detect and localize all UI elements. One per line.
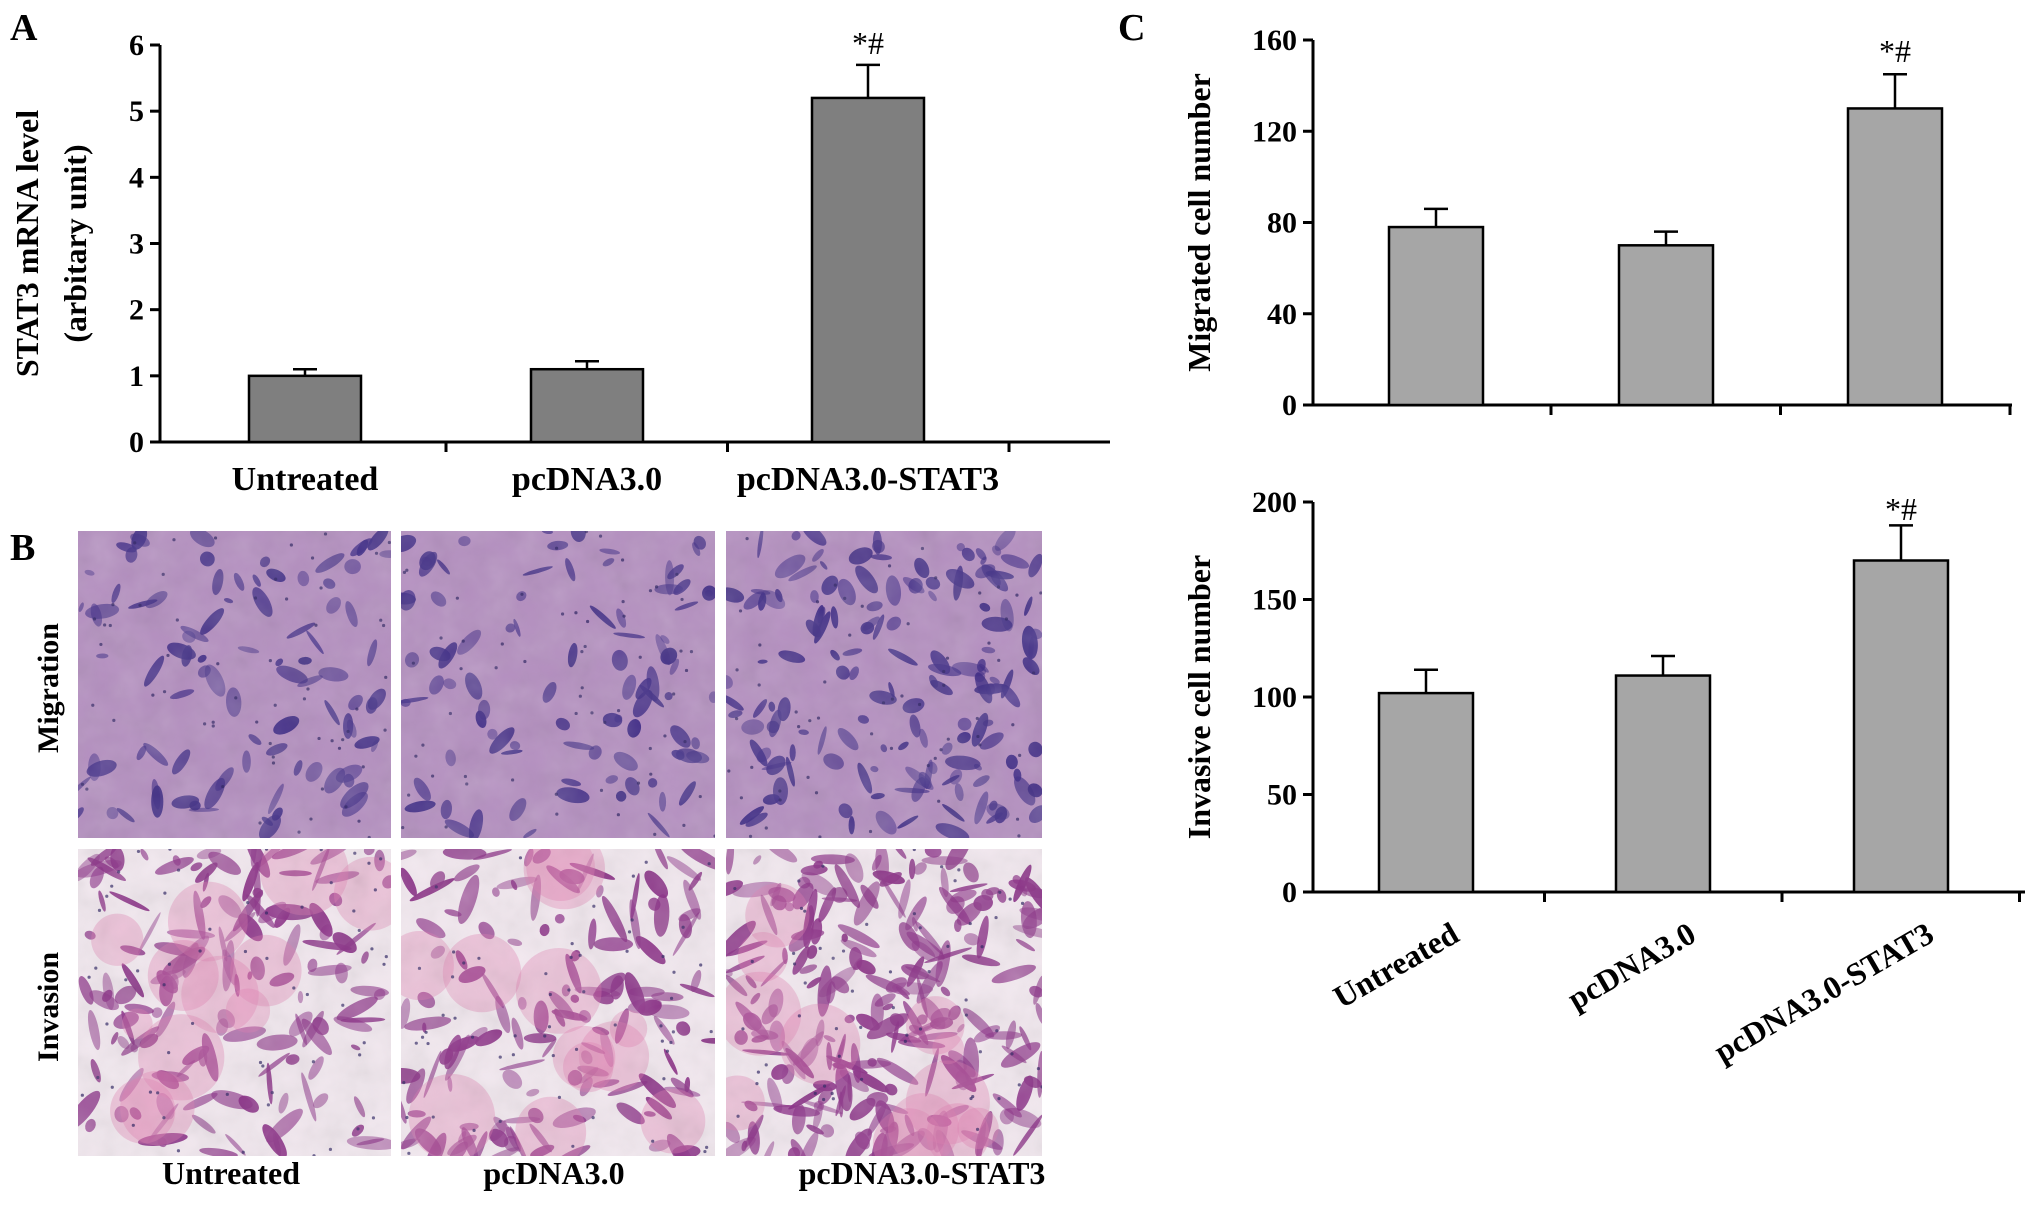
panel-letter-c: C xyxy=(1118,7,1145,49)
column-label-pcdna3: pcDNA3.0 xyxy=(483,1155,624,1191)
panel-letter-b: B xyxy=(10,527,35,569)
micrograph-migration-1 xyxy=(401,531,715,838)
chart-stat3-mrna: 0 1 2 3 4 5 6 STAT3 mRNA level (arbitary unit) Un… xyxy=(9,25,1110,498)
y-tick-label: 150 xyxy=(1252,584,1297,617)
y-tick-label: 0 xyxy=(129,426,144,459)
y-tick-label: 120 xyxy=(1252,115,1297,148)
panel-letter-a: A xyxy=(10,7,38,49)
y-tick-label: 50 xyxy=(1267,779,1297,812)
micrograph-migration-0 xyxy=(78,531,391,838)
micrograph-texture xyxy=(78,849,391,1156)
y-axis-title: Migrated cell number xyxy=(1181,73,1217,372)
micrograph-invasion-2 xyxy=(726,849,1042,1156)
row-label-invasion: Invasion xyxy=(32,952,65,1062)
micrograph-migration-2 xyxy=(726,531,1042,838)
category-label: Untreated xyxy=(1327,915,1465,1015)
bar xyxy=(1852,559,1950,894)
y-tick-label: 160 xyxy=(1252,24,1297,57)
y-axis-title: STAT3 mRNA level xyxy=(9,110,45,377)
y-tick-label: 80 xyxy=(1267,207,1297,240)
y-tick-label: 5 xyxy=(129,95,144,128)
category-label: pcDNA3.0-STAT3 xyxy=(1708,915,1940,1070)
micrograph-texture xyxy=(401,531,715,838)
y-tick-label: 40 xyxy=(1267,298,1297,331)
y-tick-label: 0 xyxy=(1282,876,1297,909)
micrograph-invasion-0 xyxy=(78,849,391,1156)
category-label: pcDNA3.0 xyxy=(512,461,662,498)
category-label: Untreated xyxy=(232,461,379,498)
bar xyxy=(1377,691,1475,894)
bar xyxy=(1846,107,1944,407)
y-tick-label: 2 xyxy=(129,294,144,327)
row-label-migration: Migration xyxy=(32,623,65,753)
category-label: pcDNA3.0 xyxy=(1561,915,1701,1017)
bar xyxy=(1617,244,1715,407)
significance-marker: *# xyxy=(1879,33,1911,69)
y-tick-label: 3 xyxy=(129,228,144,261)
y-tick-label: 0 xyxy=(1282,389,1297,422)
significance-marker: *# xyxy=(1885,491,1917,527)
micrograph-texture xyxy=(726,531,1042,838)
y-tick-label: 1 xyxy=(129,360,144,393)
chart-migrated-cells: 0 40 80 120 160 Migrated cell number *# xyxy=(1181,24,2012,422)
y-axis-title: Invasive cell number xyxy=(1181,555,1217,839)
y-tick-label: 200 xyxy=(1252,486,1297,519)
micrograph-texture xyxy=(78,531,391,838)
bar xyxy=(1614,674,1712,894)
y-axis-subtitle: (arbitary unit) xyxy=(57,144,93,342)
bar xyxy=(1387,225,1485,407)
bar xyxy=(529,367,645,444)
y-tick-label: 4 xyxy=(129,161,144,194)
y-tick-label: 100 xyxy=(1252,681,1297,714)
micrograph-texture xyxy=(726,849,1042,1156)
category-label: pcDNA3.0-STAT3 xyxy=(737,461,999,498)
chart-invasive-cells: 0 50 100 150 200 Invasive cell number Untreate… xyxy=(1181,486,2025,1069)
significance-marker: *# xyxy=(852,25,884,61)
column-label-untreated: Untreated xyxy=(162,1155,300,1191)
column-label-pcdna3-stat3: pcDNA3.0-STAT3 xyxy=(799,1155,1046,1191)
micrograph-grid: Migration Invasion Untreated pcDNA3.0 pc… xyxy=(32,531,1046,1191)
y-tick-label: 6 xyxy=(129,29,144,62)
micrograph-invasion-1 xyxy=(401,849,715,1156)
bar xyxy=(247,374,363,444)
micrograph-texture xyxy=(401,849,715,1156)
bar xyxy=(810,96,926,444)
